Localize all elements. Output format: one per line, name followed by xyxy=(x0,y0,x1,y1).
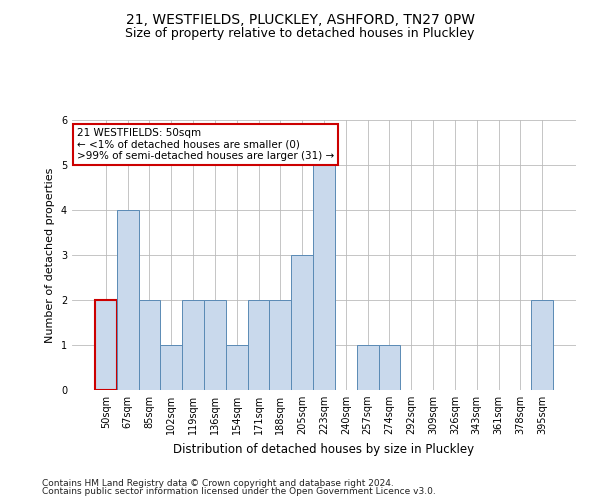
Bar xyxy=(269,300,291,390)
Bar xyxy=(313,165,335,390)
Bar xyxy=(291,255,313,390)
Text: Contains HM Land Registry data © Crown copyright and database right 2024.: Contains HM Land Registry data © Crown c… xyxy=(42,478,394,488)
X-axis label: Distribution of detached houses by size in Pluckley: Distribution of detached houses by size … xyxy=(173,442,475,456)
Text: Size of property relative to detached houses in Pluckley: Size of property relative to detached ho… xyxy=(125,28,475,40)
Text: Contains public sector information licensed under the Open Government Licence v3: Contains public sector information licen… xyxy=(42,487,436,496)
Bar xyxy=(117,210,139,390)
Bar xyxy=(160,345,182,390)
Bar xyxy=(226,345,248,390)
Text: 21, WESTFIELDS, PLUCKLEY, ASHFORD, TN27 0PW: 21, WESTFIELDS, PLUCKLEY, ASHFORD, TN27 … xyxy=(125,12,475,26)
Text: 21 WESTFIELDS: 50sqm
← <1% of detached houses are smaller (0)
>99% of semi-detac: 21 WESTFIELDS: 50sqm ← <1% of detached h… xyxy=(77,128,334,162)
Bar xyxy=(379,345,400,390)
Bar xyxy=(95,300,117,390)
Bar xyxy=(139,300,160,390)
Bar xyxy=(182,300,204,390)
Bar xyxy=(204,300,226,390)
Bar xyxy=(248,300,269,390)
Y-axis label: Number of detached properties: Number of detached properties xyxy=(46,168,55,342)
Bar xyxy=(531,300,553,390)
Bar xyxy=(357,345,379,390)
